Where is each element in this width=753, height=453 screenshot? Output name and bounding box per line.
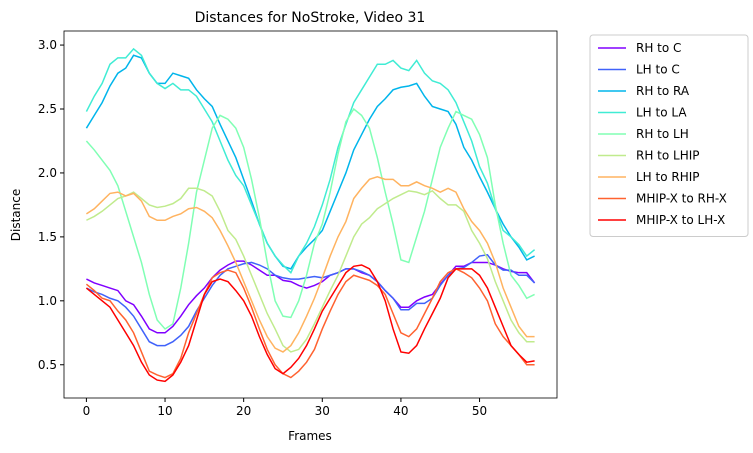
legend-label: MHIP-X to RH-X bbox=[636, 192, 727, 206]
y-axis-label: Distance bbox=[9, 189, 23, 241]
x-tick-label: 0 bbox=[83, 404, 91, 418]
y-tick-label: 2.5 bbox=[38, 102, 57, 116]
y-tick-label: 3.0 bbox=[38, 38, 57, 52]
legend-label: RH to LHIP bbox=[636, 149, 700, 163]
data-line bbox=[85, 268, 535, 379]
x-tick-label: 40 bbox=[393, 404, 408, 418]
legend-label: RH to C bbox=[636, 41, 681, 55]
data-line bbox=[85, 54, 535, 270]
legend-box bbox=[589, 34, 749, 237]
chart-title: Distances for NoStroke, Video 31 bbox=[195, 10, 426, 26]
data-line bbox=[86, 175, 535, 353]
y-tick-label: 1.0 bbox=[38, 294, 57, 308]
y-tick-label: 2.0 bbox=[38, 166, 57, 180]
data-line bbox=[86, 260, 536, 334]
data-line bbox=[85, 264, 535, 383]
data-line bbox=[85, 47, 536, 274]
x-tick-label: 30 bbox=[315, 404, 330, 418]
plot-frame bbox=[63, 30, 558, 399]
data-line bbox=[85, 107, 535, 330]
legend-label: MHIP-X to LH-X bbox=[636, 213, 725, 227]
y-tick-label: 0.5 bbox=[38, 358, 57, 372]
x-tick-label: 10 bbox=[157, 404, 172, 418]
legend-label: LH to LA bbox=[636, 106, 687, 120]
legend-label: LH to C bbox=[636, 63, 680, 77]
data-line bbox=[86, 187, 535, 353]
legend-label: RH to LH bbox=[636, 127, 689, 141]
x-axis-label: Frames bbox=[288, 429, 332, 443]
y-tick-label: 1.5 bbox=[38, 230, 57, 244]
x-tick-label: 50 bbox=[472, 404, 487, 418]
x-tick-label: 20 bbox=[236, 404, 251, 418]
legend-label: RH to RA bbox=[636, 84, 690, 98]
legend-label: LH to RHIP bbox=[636, 170, 700, 184]
